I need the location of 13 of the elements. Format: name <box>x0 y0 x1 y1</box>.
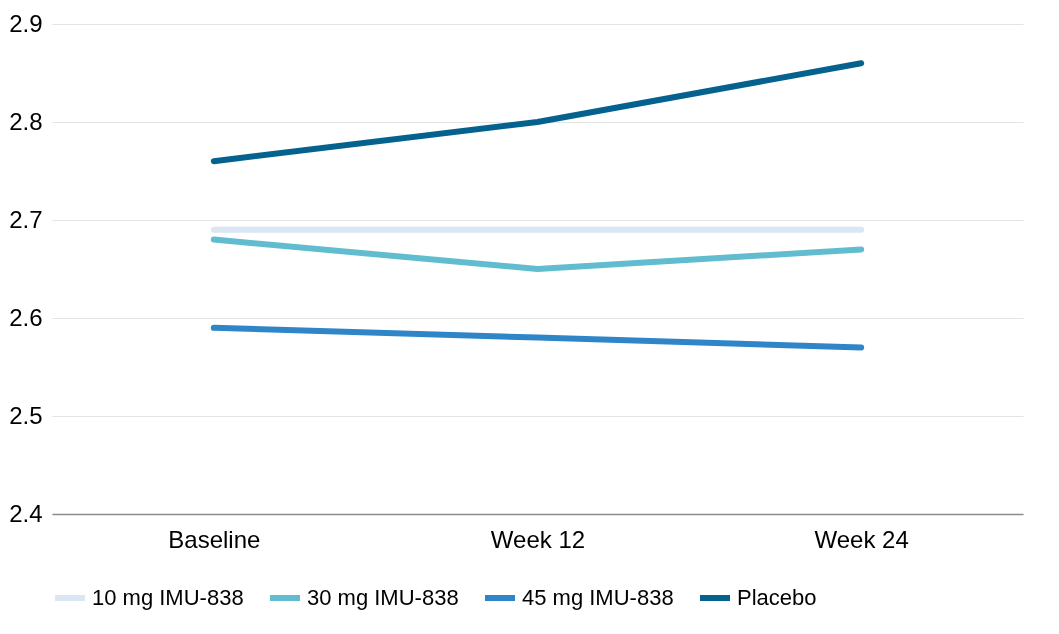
y-tick-label: 2.6 <box>9 303 43 331</box>
y-tick-label: 2.9 <box>9 9 43 37</box>
x-tick-label: Week 12 <box>490 525 586 553</box>
legend-label: 10 mg IMU-838 <box>92 585 244 610</box>
legend-label: Placebo <box>737 585 817 610</box>
legend-label: 30 mg IMU-838 <box>307 585 459 610</box>
y-tick-label: 2.5 <box>9 401 43 429</box>
y-tick-label: 2.4 <box>9 499 43 527</box>
x-tick-label: Week 24 <box>814 525 909 553</box>
legend-label: 45 mg IMU-838 <box>522 585 674 610</box>
y-tick-label: 2.8 <box>9 107 43 135</box>
x-tick-label: Baseline <box>168 525 261 553</box>
y-tick-label: 2.7 <box>9 205 43 233</box>
